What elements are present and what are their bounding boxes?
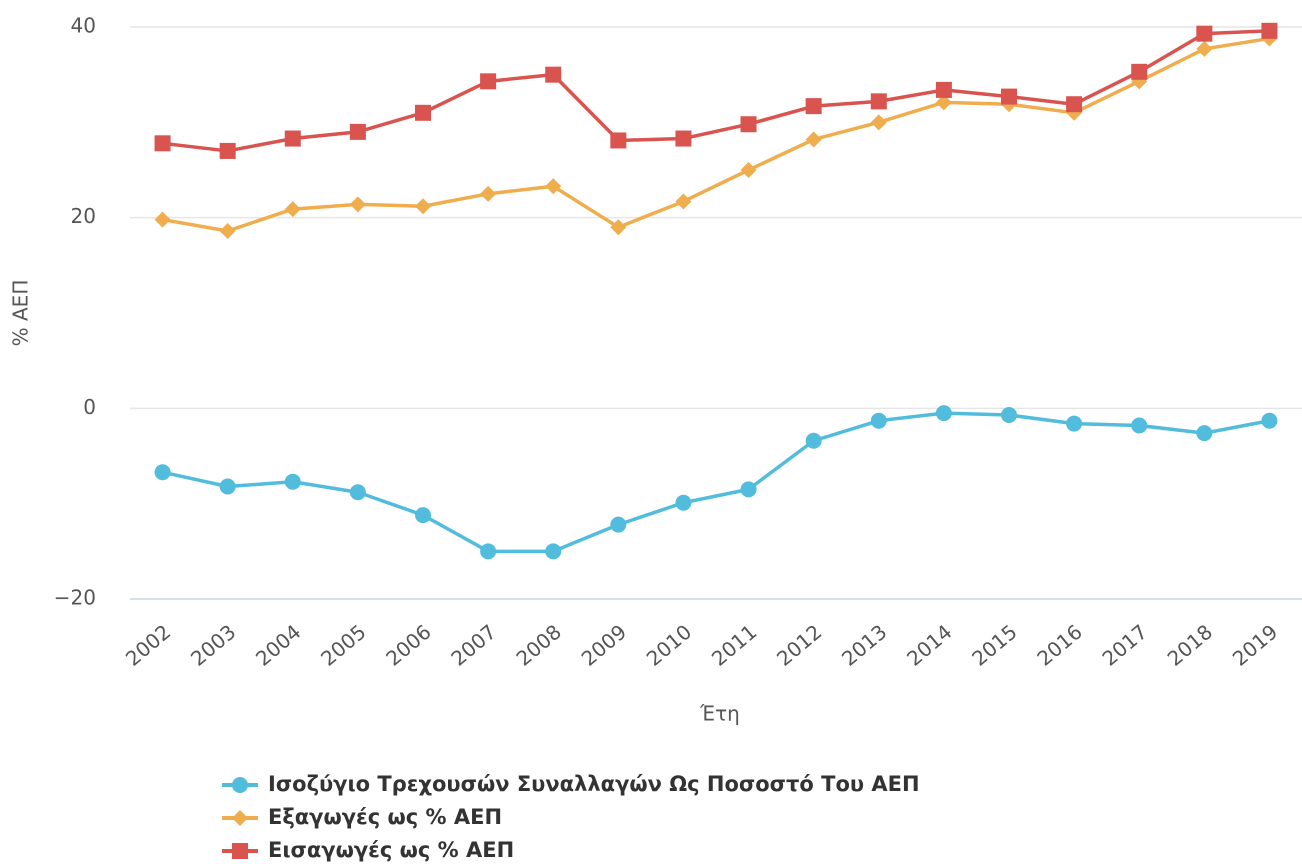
- y-tick-label: 0: [83, 395, 96, 419]
- point: [480, 73, 497, 90]
- series-line: [162, 36, 1270, 233]
- point: [740, 481, 757, 498]
- point: [232, 777, 248, 793]
- point: [1066, 96, 1083, 113]
- y-tick-label: −20: [54, 586, 96, 610]
- point: [1131, 63, 1148, 80]
- x-tick-label: 2009: [577, 620, 631, 671]
- x-tick-label: 2008: [512, 620, 566, 671]
- point: [1066, 415, 1083, 432]
- legend-label: Ισοζύγιο Τρεχουσών Συναλλαγών Ως Ποσοστό…: [268, 772, 920, 796]
- point: [1196, 25, 1213, 42]
- point: [935, 94, 952, 111]
- point: [154, 135, 171, 152]
- point: [219, 142, 236, 159]
- x-tick-label: 2006: [381, 620, 435, 671]
- point: [232, 810, 248, 826]
- point: [545, 178, 562, 195]
- point: [675, 494, 692, 511]
- point: [675, 130, 692, 147]
- series-line: [162, 29, 1270, 153]
- legend: Ισοζύγιο Τρεχουσών Συναλλαγών Ως Ποσοστό…: [222, 772, 920, 862]
- legend-label: Εισαγωγές ως % ΑΕΠ: [268, 838, 514, 862]
- point: [349, 123, 366, 140]
- y-tick-label: 40: [71, 14, 96, 38]
- point: [545, 66, 562, 83]
- point: [1001, 407, 1017, 424]
- legend-label: Εξαγωγές ως % ΑΕΠ: [268, 805, 502, 829]
- point: [545, 543, 562, 560]
- x-tick-label: 2005: [316, 620, 370, 671]
- point: [349, 196, 366, 213]
- point: [740, 162, 757, 178]
- x-tick-label: 2010: [642, 620, 696, 671]
- x-tick-label: 2002: [121, 620, 175, 671]
- x-tick-label: 2016: [1032, 620, 1086, 671]
- point: [1196, 425, 1213, 442]
- point: [154, 464, 171, 481]
- x-tick-label: 2011: [707, 620, 761, 671]
- point: [805, 432, 822, 449]
- point: [1131, 417, 1148, 434]
- point: [1261, 22, 1278, 39]
- point: [219, 478, 236, 495]
- point: [480, 185, 497, 202]
- point: [154, 211, 171, 228]
- y-tick-label: 20: [71, 204, 96, 228]
- point: [1001, 88, 1017, 105]
- point: [870, 93, 887, 110]
- point: [284, 130, 301, 147]
- x-axis-label: Έτη: [699, 702, 740, 726]
- point: [415, 507, 431, 524]
- point: [415, 104, 431, 121]
- point: [610, 219, 627, 236]
- point: [870, 114, 887, 131]
- point: [1196, 40, 1213, 57]
- point: [870, 412, 887, 429]
- point: [415, 198, 431, 215]
- point: [610, 132, 627, 149]
- point: [284, 201, 301, 218]
- y-axis-label: % ΑΕΠ: [9, 280, 33, 347]
- point: [740, 116, 757, 133]
- point: [349, 484, 366, 501]
- series-line: [162, 411, 1270, 554]
- x-tick-label: 2012: [772, 620, 826, 671]
- x-tick-label: 2015: [967, 620, 1021, 671]
- point: [675, 193, 692, 210]
- point: [935, 81, 952, 98]
- x-tick-label: 2003: [186, 620, 240, 671]
- x-tick-label: 2014: [902, 620, 956, 671]
- x-tick-label: 2019: [1228, 620, 1282, 671]
- point: [480, 543, 497, 560]
- x-tick-label: 2004: [251, 620, 305, 671]
- point: [610, 516, 627, 533]
- point: [1261, 412, 1278, 429]
- x-tick-label: 2013: [837, 620, 891, 671]
- point: [805, 98, 822, 115]
- point: [219, 223, 236, 240]
- x-tick-label: 2007: [446, 620, 500, 671]
- x-tick-label: 2017: [1098, 620, 1152, 671]
- point: [232, 843, 248, 859]
- point: [805, 131, 822, 148]
- x-tick-label: 2018: [1163, 620, 1217, 671]
- point: [284, 473, 301, 490]
- point: [935, 405, 952, 422]
